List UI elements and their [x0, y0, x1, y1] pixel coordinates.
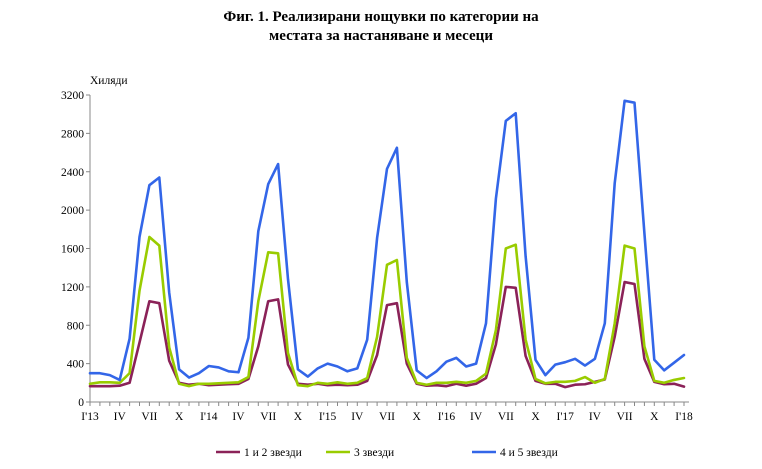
x-tick-label: IV	[589, 411, 602, 423]
x-tick-label: X	[650, 411, 659, 423]
x-tick-label: VII	[260, 411, 276, 423]
x-tick-label: X	[175, 411, 184, 423]
y-tick-label: 400	[67, 359, 85, 371]
series-line-3	[88, 99, 686, 382]
axes: Хиляди 0 400 800 1200 1600 2000 2400 2800 3200 І'1…	[61, 75, 693, 423]
x-tick-label: VII	[141, 411, 157, 423]
x-tick-label: IV	[351, 411, 364, 423]
y-tick-label: 2400	[61, 167, 84, 179]
x-tick-label: IV	[470, 411, 483, 423]
series-line-1	[88, 280, 686, 389]
x-tick-label: IV	[114, 411, 127, 423]
legend-label-3: 4 и 5 звезди	[500, 447, 558, 459]
y-tick-label: 1600	[61, 244, 84, 256]
y-axis-label: Хиляди	[90, 75, 128, 87]
x-tick-label: І'15	[319, 411, 337, 423]
series-line-2	[88, 235, 686, 388]
x-tick-label: X	[294, 411, 303, 423]
y-tick-label: 800	[67, 320, 85, 332]
x-tick-label: І'18	[675, 411, 693, 423]
legend-label-1: 1 и 2 звезди	[244, 447, 302, 459]
x-tick-label: І'13	[81, 411, 99, 423]
x-tick-label: X	[413, 411, 422, 423]
legend-label-2: 3 звезди	[354, 447, 394, 459]
x-tick-label: І'16	[438, 411, 456, 423]
y-tick-label: 2800	[61, 128, 84, 140]
y-tick-label: 1200	[61, 282, 84, 294]
x-tick-label: І'17	[556, 411, 574, 423]
chart-title-line-2: местата за настаняване и месеци	[269, 28, 493, 44]
x-tick-label: IV	[232, 411, 245, 423]
y-tick-label: 3200	[61, 90, 84, 102]
y-tick-label: 0	[78, 397, 84, 409]
x-tick-label: І'14	[200, 411, 218, 423]
y-tick-label: 2000	[61, 205, 84, 217]
legend: 1 и 2 звезди 3 звезди 4 и 5 звезди	[216, 447, 558, 459]
chart-title-line-1: Фиг. 1. Реализирани нощувки по категории…	[223, 9, 539, 25]
x-tick-label: VII	[498, 411, 514, 423]
x-tick-label: X	[531, 411, 540, 423]
x-tick-label: VII	[617, 411, 633, 423]
x-tick-label: VII	[379, 411, 395, 423]
series-lines	[88, 99, 686, 389]
